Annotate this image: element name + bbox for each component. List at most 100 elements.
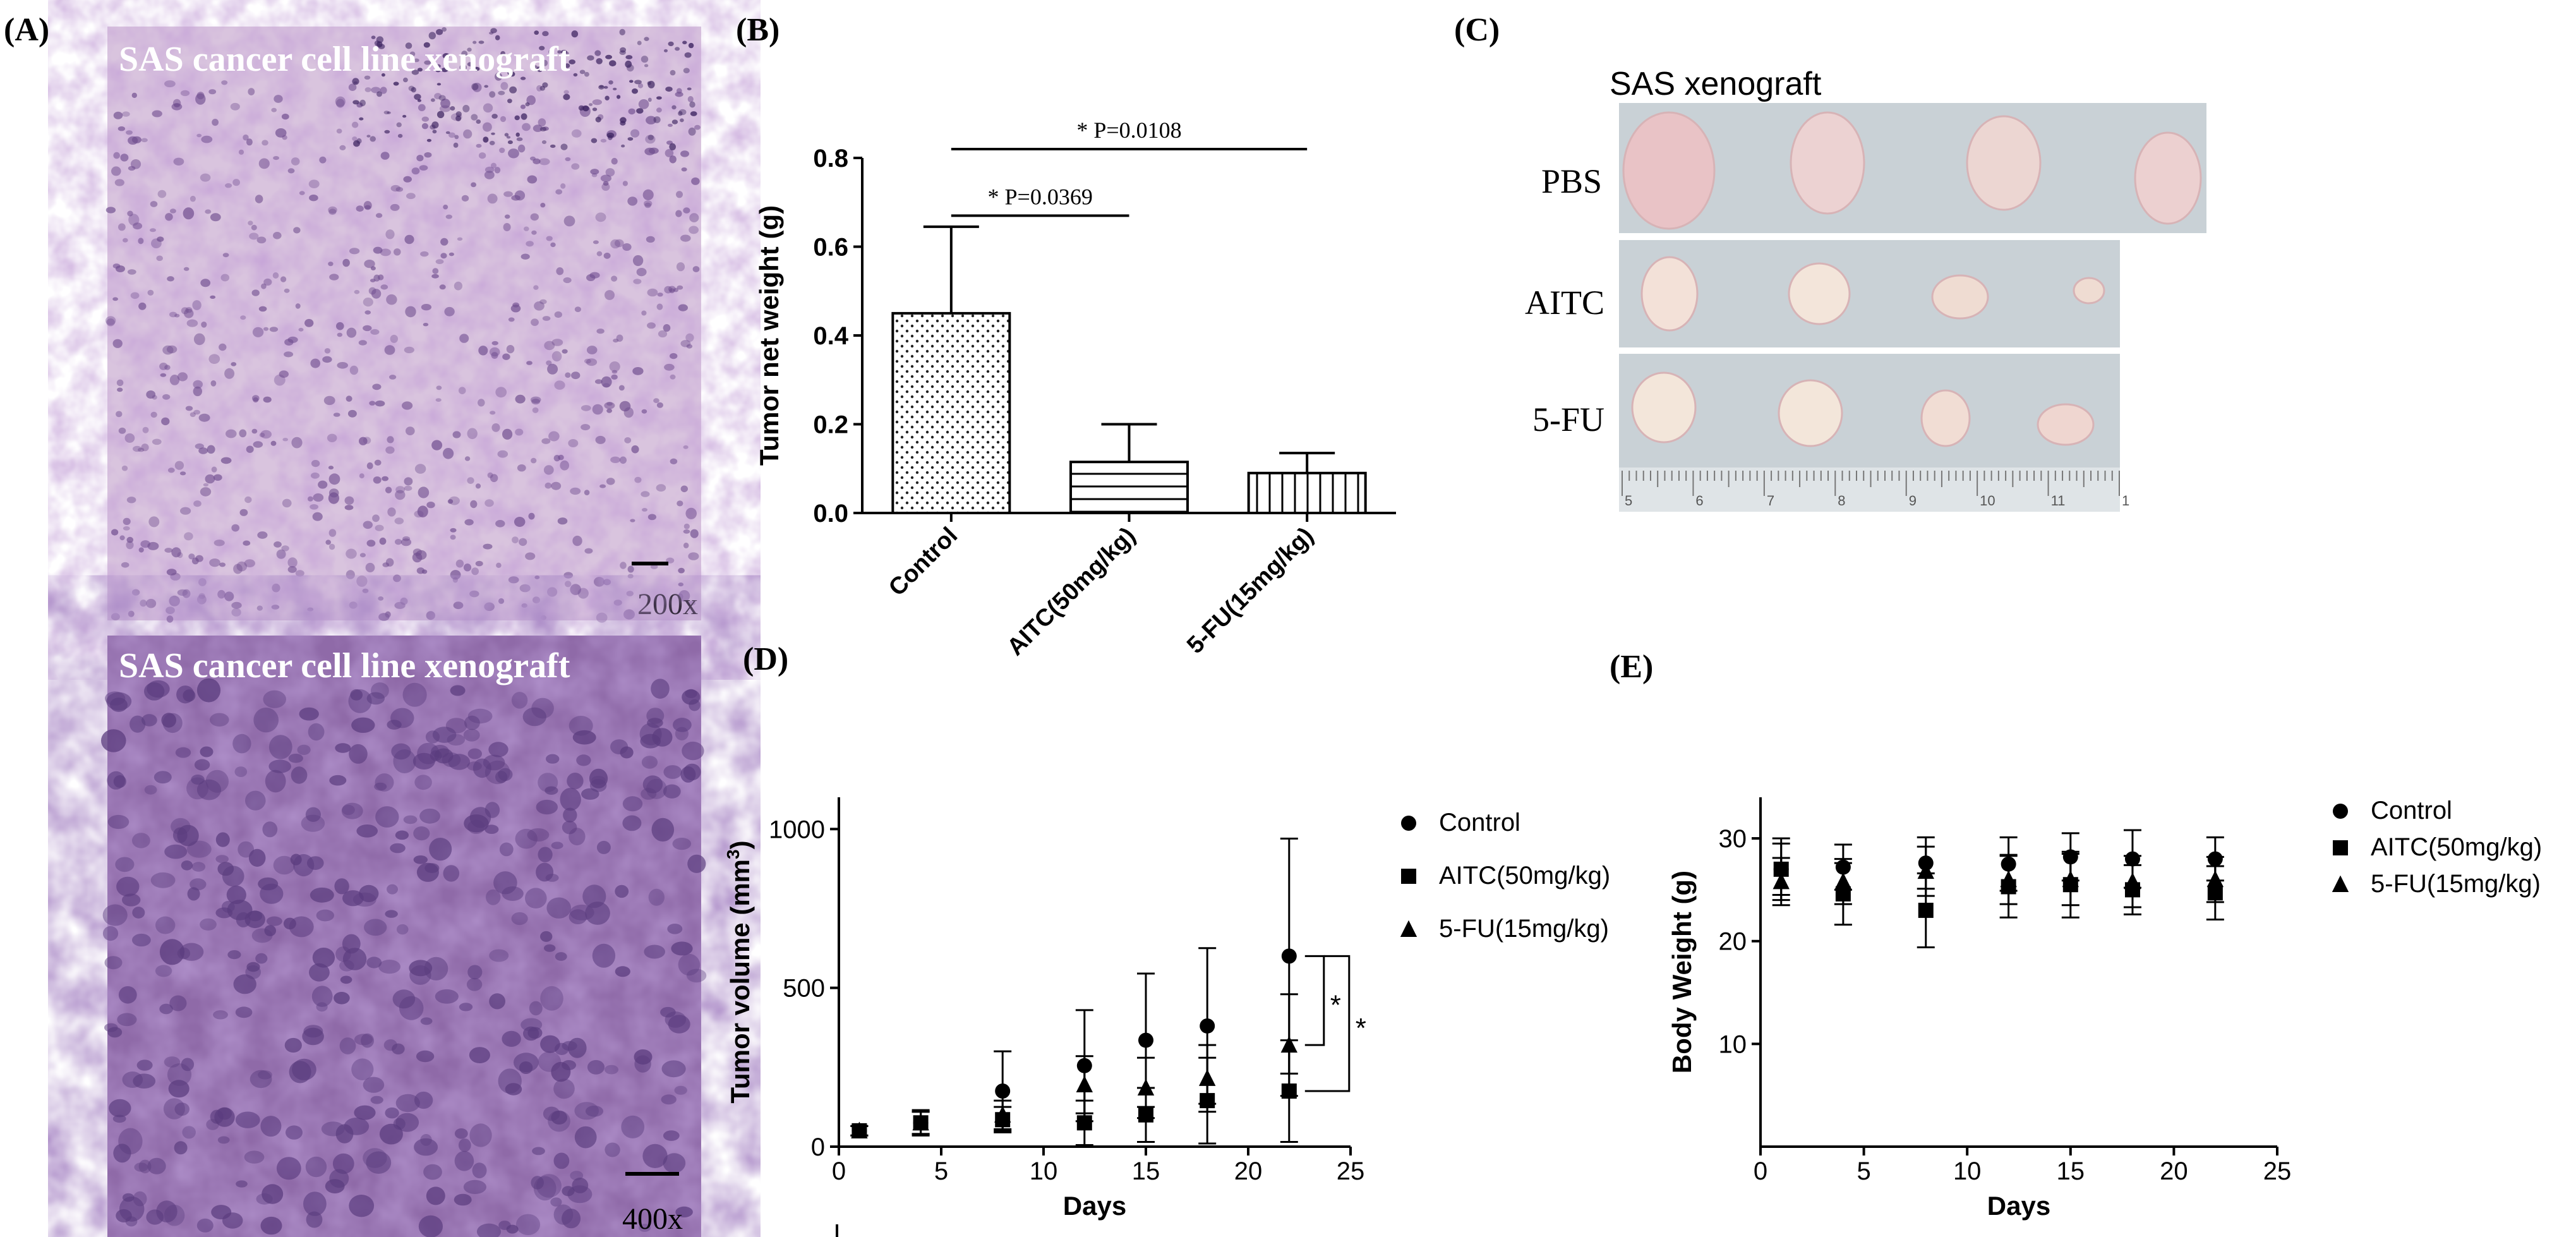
- cell-nucleus: [646, 708, 665, 724]
- cell-nucleus: [273, 232, 282, 239]
- legend-label-0: Control: [2371, 797, 2452, 824]
- cell-nucleus: [489, 140, 495, 145]
- tumor-photo: SAS xenograft 5 6 7 8 9 10 11 1 PBS AITC 5-FU: [1525, 66, 2206, 512]
- cell-nucleus: [605, 290, 615, 300]
- cell-nucleus: [550, 242, 556, 248]
- cell-nucleus: [473, 66, 480, 71]
- cell-nucleus: [231, 601, 242, 609]
- cell-nucleus: [618, 385, 625, 391]
- cell-nucleus: [359, 99, 366, 107]
- cell-nucleus: [530, 156, 536, 161]
- cell-nucleus: [445, 718, 467, 733]
- cell-nucleus: [491, 352, 498, 359]
- cell-nucleus: [217, 1136, 230, 1144]
- cell-nucleus: [619, 28, 625, 36]
- cell-nucleus: [515, 1214, 541, 1236]
- cell-nucleus: [396, 122, 402, 128]
- cell-nucleus: [661, 1094, 677, 1105]
- cell-nucleus: [494, 167, 501, 174]
- cell-nucleus: [339, 960, 354, 972]
- cell-nucleus: [340, 975, 352, 984]
- cell-nucleus: [461, 51, 468, 57]
- cell-nucleus: [349, 365, 359, 375]
- cell-nucleus: [670, 458, 678, 464]
- cell-nucleus: [605, 1065, 618, 1075]
- x-tick-label-2: 5-FU(15mg/kg): [1182, 522, 1318, 659]
- cell-nucleus: [459, 334, 469, 343]
- cell-nucleus: [179, 943, 204, 961]
- cell-nucleus: [678, 582, 684, 587]
- cell-nucleus: [126, 497, 136, 504]
- cell-nucleus: [542, 82, 548, 88]
- cell-nucleus: [676, 88, 682, 94]
- cell-nucleus: [611, 374, 618, 380]
- cell-nucleus: [332, 1153, 354, 1174]
- y-tick-label: 0.8: [813, 145, 848, 172]
- cell-nucleus: [647, 322, 656, 329]
- cell-nucleus: [570, 487, 581, 495]
- cell-nucleus: [418, 1215, 443, 1237]
- cell-nucleus: [647, 97, 652, 102]
- cell-nucleus: [196, 1218, 214, 1233]
- cell-nucleus: [647, 288, 658, 297]
- cell-nucleus: [500, 81, 509, 90]
- point-triangle: [1917, 862, 1934, 879]
- cell-nucleus: [354, 1105, 376, 1120]
- cell-nucleus: [471, 567, 479, 576]
- cell-nucleus: [581, 424, 591, 431]
- cell-nucleus: [316, 909, 334, 922]
- cell-nucleus: [337, 332, 343, 337]
- cell-nucleus: [641, 409, 647, 414]
- cell-nucleus: [319, 156, 327, 164]
- cell-nucleus: [526, 241, 534, 247]
- cell-nucleus: [351, 1058, 374, 1080]
- cell-nucleus: [442, 53, 450, 59]
- cell-nucleus: [213, 474, 222, 481]
- cell-nucleus: [274, 541, 282, 548]
- cell-nucleus: [363, 298, 373, 307]
- cell-nucleus: [471, 114, 478, 121]
- cell-nucleus: [564, 581, 572, 588]
- cell-nucleus: [425, 730, 440, 744]
- cell-nucleus: [531, 457, 537, 464]
- cell-nucleus: [409, 960, 433, 977]
- cell-nucleus: [647, 135, 654, 140]
- series-2: [1772, 845, 2224, 908]
- cell-nucleus: [366, 135, 371, 138]
- cell-nucleus: [431, 440, 443, 450]
- cell-nucleus: [203, 483, 209, 487]
- cell-nucleus: [128, 214, 140, 226]
- cell-nucleus: [584, 358, 591, 364]
- cell-nucleus: [126, 536, 134, 543]
- cell-nucleus: [416, 155, 424, 162]
- cell-nucleus: [677, 593, 683, 600]
- cell-nucleus: [516, 137, 523, 142]
- cell-nucleus: [109, 1099, 131, 1118]
- cell-nucleus: [166, 615, 174, 623]
- point-square: [1401, 869, 1416, 884]
- cell-nucleus: [584, 490, 590, 495]
- cell-nucleus: [536, 799, 558, 815]
- point-triangle: [1137, 1078, 1155, 1095]
- cell-nucleus: [563, 94, 570, 100]
- cell-nucleus: [384, 130, 390, 134]
- cell-nucleus: [680, 234, 691, 242]
- cell-nucleus: [253, 708, 279, 733]
- cell-nucleus: [687, 87, 692, 90]
- cell-nucleus: [627, 565, 634, 573]
- cell-nucleus: [472, 40, 477, 44]
- cell-nucleus: [584, 71, 589, 77]
- cell-nucleus: [188, 553, 195, 560]
- cell-nucleus: [571, 163, 580, 170]
- cell-nucleus: [164, 548, 173, 553]
- cell-nucleus: [140, 540, 150, 548]
- cell-nucleus: [328, 488, 339, 498]
- cell-nucleus: [133, 222, 143, 230]
- cell-nucleus: [348, 689, 372, 713]
- cell-nucleus: [356, 205, 364, 212]
- cell-nucleus: [142, 426, 149, 433]
- cell-nucleus: [147, 680, 170, 698]
- cell-nucleus: [605, 168, 615, 177]
- cell-nucleus: [272, 272, 279, 279]
- cell-nucleus: [251, 289, 260, 296]
